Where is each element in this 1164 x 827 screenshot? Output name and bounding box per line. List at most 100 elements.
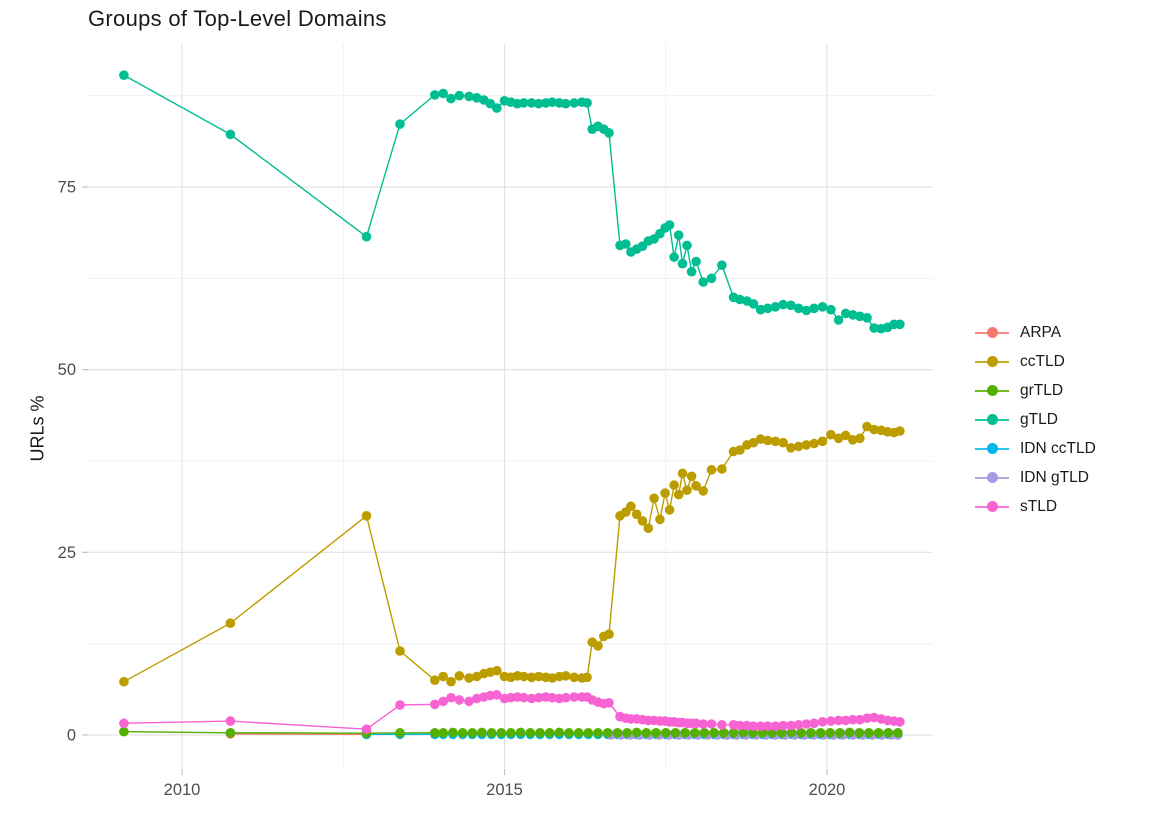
data-point: [438, 696, 449, 707]
data-point: [717, 720, 727, 730]
data-point: [686, 266, 697, 277]
data-point: [778, 720, 788, 731]
series-cctld: [119, 421, 905, 687]
data-point: [583, 728, 594, 738]
data-point: [698, 277, 708, 287]
legend-label: IDN gTLD: [1020, 468, 1089, 486]
data-point: [533, 98, 544, 109]
data-point: [604, 629, 614, 639]
data-point: [533, 671, 544, 682]
data-point: [862, 713, 872, 723]
data-point: [622, 728, 632, 738]
data-point: [690, 728, 700, 738]
y-tick-label: 75: [58, 178, 76, 196]
data-point: [526, 693, 537, 704]
data-point: [786, 727, 797, 738]
data-point: [547, 97, 557, 107]
data-point: [895, 426, 905, 436]
data-point: [430, 728, 440, 738]
data-point: [793, 441, 804, 452]
data-point: [430, 90, 440, 100]
data-point: [770, 302, 781, 312]
data-point: [464, 91, 474, 102]
data-point: [840, 715, 851, 726]
data-point: [446, 93, 456, 104]
legend-key-icon: [974, 347, 1010, 376]
legend-label: sTLD: [1020, 497, 1058, 515]
data-point: [706, 465, 717, 475]
data-point: [664, 505, 675, 515]
data-point: [806, 728, 816, 738]
data-point: [833, 315, 844, 325]
data-point: [492, 103, 502, 113]
data-point: [770, 721, 781, 731]
data-point: [826, 716, 836, 726]
data-point: [748, 721, 759, 731]
data-point: [519, 671, 529, 682]
data-point: [569, 98, 579, 108]
data-point: [448, 727, 458, 738]
data-point: [649, 493, 659, 504]
data-point: [492, 665, 502, 676]
data-point: [535, 728, 545, 738]
data-point: [755, 304, 766, 315]
data-point: [361, 724, 372, 734]
chart-title: Groups of Top-Level Domains: [88, 6, 387, 31]
data-point: [225, 728, 236, 738]
data-point: [446, 692, 456, 703]
legend-dot-icon: [986, 385, 998, 396]
data-point: [544, 728, 555, 738]
legend-dot-icon: [986, 356, 998, 367]
data-point: [677, 468, 688, 479]
legend-item-idn-gtld: IDN gTLD: [974, 463, 1096, 492]
data-point: [815, 728, 826, 738]
legend-dot-icon: [986, 501, 998, 512]
data-point: [492, 690, 502, 700]
data-point: [835, 728, 845, 738]
data-point: [526, 98, 537, 108]
legend-item-gtld: gTLD: [974, 405, 1096, 434]
data-point: [762, 435, 773, 446]
data-point: [735, 445, 745, 455]
data-point: [777, 728, 787, 738]
data-point: [395, 646, 405, 656]
data-point: [786, 720, 796, 731]
data-point: [525, 728, 536, 738]
data-point: [561, 671, 571, 681]
data-point: [809, 438, 819, 449]
y-tick-label: 0: [67, 727, 76, 745]
data-point: [728, 728, 739, 738]
data-point: [706, 719, 717, 729]
legend-item-idn-cctld: IDN ccTLD: [974, 434, 1096, 463]
data-point: [801, 440, 812, 450]
x-tick-label: 2020: [809, 781, 846, 799]
data-point: [840, 430, 851, 441]
data-point: [673, 489, 684, 500]
y-tick-label: 25: [58, 544, 76, 562]
data-point: [612, 728, 623, 738]
data-point: [699, 728, 710, 738]
data-point: [709, 728, 719, 738]
data-point: [533, 692, 544, 703]
data-point: [119, 676, 129, 687]
data-point: [430, 675, 440, 685]
data-point: [778, 299, 788, 310]
data-point: [862, 313, 872, 323]
data-point: [361, 511, 372, 521]
data-point: [395, 119, 405, 129]
data-point: [626, 501, 636, 512]
data-point: [809, 303, 819, 314]
x-tick-label: 2010: [164, 781, 201, 799]
data-point: [873, 728, 884, 738]
data-point: [809, 718, 819, 729]
data-point: [651, 728, 661, 738]
data-point: [817, 302, 828, 312]
data-point: [464, 673, 474, 683]
data-point: [677, 258, 688, 269]
data-point: [602, 728, 613, 738]
data-point: [604, 128, 614, 138]
data-point: [593, 641, 603, 651]
series-arpa: [225, 729, 372, 740]
legend-key-icon: [974, 405, 1010, 434]
